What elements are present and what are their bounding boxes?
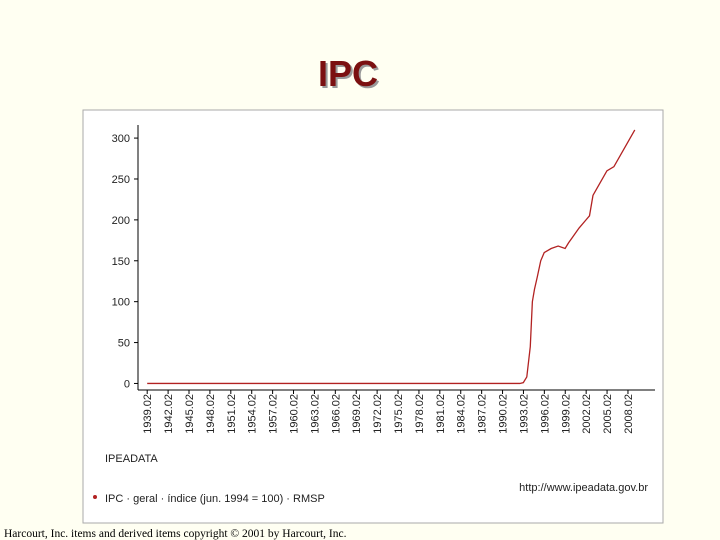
x-tick-label: 1984.02 [456, 394, 468, 434]
slide-title: IPC [318, 53, 378, 94]
x-tick-label: 1966.02 [330, 394, 342, 434]
source: IPEADATA [105, 453, 158, 465]
footer: Harcourt, Inc. items and derived items c… [4, 528, 347, 540]
y-tick-label: 50 [118, 338, 130, 350]
x-tick-label: 2005.02 [602, 394, 614, 434]
x-tick-label: 1954.02 [247, 394, 259, 434]
x-tick-label: 1999.02 [560, 394, 572, 434]
x-tick-label: 1972.02 [372, 394, 384, 434]
x-tick-label: 1963.02 [309, 394, 321, 434]
x-tick-label: 1948.02 [205, 394, 217, 434]
x-tick-label: 1960.02 [289, 394, 301, 434]
x-tick-label: 1969.02 [351, 394, 363, 434]
x-tick-label: 1996.02 [539, 394, 551, 434]
x-tick-label: 1945.02 [184, 394, 196, 434]
y-tick-label: 0 [124, 378, 130, 390]
y-tick-label: 250 [112, 174, 130, 186]
y-tick-label: 200 [112, 215, 130, 227]
chart-frame [82, 109, 664, 524]
x-tick-label: 1987.02 [477, 394, 489, 434]
source-url: http://www.ipeadata.gov.br [519, 482, 648, 494]
x-tick-label: 1942.02 [163, 394, 175, 434]
x-tick-label: 1951.02 [226, 394, 238, 434]
legend-marker [93, 495, 97, 499]
x-tick-label: 2002.02 [581, 394, 593, 434]
series-line [147, 129, 636, 385]
x-tick-label: 1993.02 [518, 394, 530, 434]
x-tick-label: 1975.02 [393, 394, 405, 434]
x-tick-label: 1939.02 [142, 394, 154, 434]
x-tick-label: 2008.02 [623, 394, 635, 434]
x-tick-label: 1981.02 [435, 394, 447, 434]
x-tick-label: 1978.02 [414, 394, 426, 434]
x-tick-label: 1990.02 [498, 394, 510, 434]
x-tick-label: 1957.02 [268, 394, 280, 434]
y-tick-label: 300 [112, 133, 130, 145]
y-tick-label: 150 [112, 256, 130, 268]
legend-label: IPC · geral · índice (jun. 1994 = 100) ·… [105, 493, 325, 505]
y-tick-label: 100 [112, 297, 130, 309]
title-shadow: IPC [320, 55, 380, 96]
